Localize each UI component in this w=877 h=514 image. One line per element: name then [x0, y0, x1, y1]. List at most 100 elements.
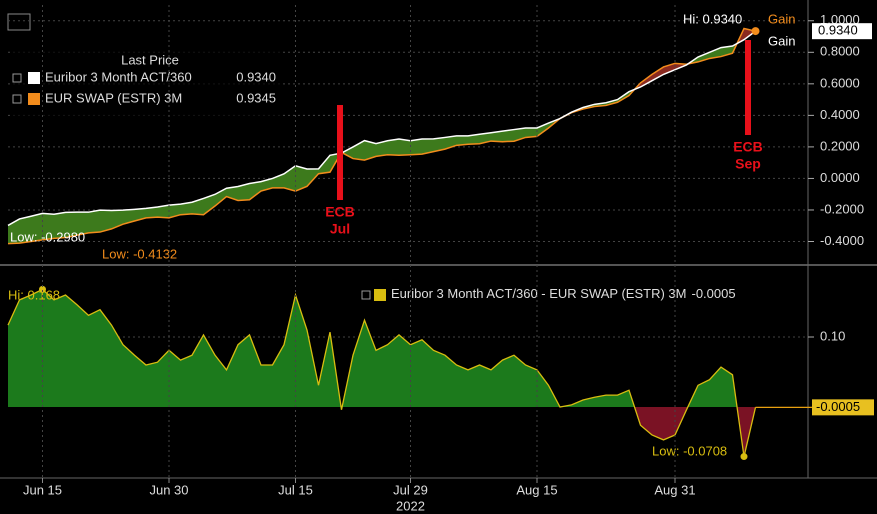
area-fill [261, 365, 273, 407]
area-fill [123, 344, 135, 407]
spread-fill [180, 202, 192, 215]
chart-icon[interactable] [7, 13, 31, 31]
spread-fill [399, 139, 411, 156]
low-marker [740, 453, 748, 461]
area-fill [537, 369, 549, 407]
spread-fill [364, 140, 376, 161]
annotation: Gain [768, 33, 795, 48]
series-line [7, 288, 757, 457]
area-fill [387, 334, 399, 407]
area-fill [134, 355, 146, 407]
legend-expand [12, 94, 22, 104]
spread-fill [709, 47, 721, 59]
area-fill [698, 379, 710, 407]
legend-name: Euribor 3 Month ACT/360 - EUR SWAP (ESTR… [391, 286, 686, 301]
spread-fill [491, 131, 503, 142]
area-fill [652, 407, 664, 440]
spread-fill [422, 138, 434, 155]
area-fill [502, 355, 514, 407]
x-axis-year: 2022 [396, 498, 425, 513]
legend-swatch [374, 289, 386, 301]
area-fill [525, 365, 537, 407]
last-value-box [812, 399, 874, 416]
spread-fill [433, 137, 445, 152]
spread-fill [192, 198, 204, 215]
legend-swatch [28, 72, 40, 84]
legend-swatch [28, 93, 40, 105]
series-line [7, 30, 756, 227]
area-fill [606, 395, 618, 407]
legend-label: Euribor 3 Month ACT/360 [45, 69, 192, 84]
x-tick-label: Jul 29 [393, 482, 428, 497]
area-fill [238, 334, 250, 407]
area-fill [422, 339, 434, 407]
x-tick-label: Aug 15 [516, 482, 557, 497]
spread-fill [640, 74, 652, 87]
spread-fill [307, 168, 319, 187]
y-tick-label: 0.6000 [820, 75, 860, 90]
y-tick-label: 0.10 [820, 328, 845, 343]
spread-fill [261, 178, 273, 192]
spread-fill [376, 140, 388, 157]
area-fill [169, 350, 181, 407]
spread-fill [342, 146, 353, 159]
x-tick-label: Jun 30 [149, 482, 188, 497]
area-fill [721, 367, 733, 407]
area-fill [353, 320, 365, 407]
area-fill [307, 330, 319, 407]
legend-value: -0.0005 [691, 286, 735, 301]
spread-fill [157, 205, 169, 218]
hi-marker [39, 285, 46, 293]
area-fill [19, 295, 31, 407]
area-fill [100, 309, 112, 407]
annotation: Low: -0.0708 [652, 443, 727, 458]
spread-fill [468, 134, 480, 145]
area-fill [318, 332, 330, 407]
last-value-label: -0.0005 [816, 399, 860, 414]
annotation: Hi: 0.9340 [683, 11, 742, 26]
area-fill [180, 355, 192, 407]
area-fill [8, 299, 20, 407]
area-fill [42, 289, 54, 407]
area-fill [111, 325, 123, 407]
spread-fill [42, 213, 54, 240]
spread-fill [65, 212, 77, 238]
x-tick-label: Jul 15 [278, 482, 313, 497]
area-fill [54, 295, 66, 407]
spread-fill [169, 204, 181, 218]
spread-fill [54, 212, 66, 239]
spread-fill [456, 135, 468, 146]
area-fill [226, 344, 238, 407]
series-line [7, 27, 756, 245]
spread-fill [410, 139, 422, 155]
spread-fill [387, 139, 399, 156]
y-tick-label: 0.4000 [820, 107, 860, 122]
spread-fill [502, 129, 514, 142]
area-fill [640, 407, 652, 435]
spread-fill [525, 127, 537, 138]
area-fill [215, 355, 227, 407]
spread-fill [100, 210, 112, 233]
area-fill [594, 395, 606, 407]
spread-fill [77, 212, 89, 236]
legend-value: 0.9340 [236, 69, 276, 84]
legend-expand [361, 290, 371, 300]
legend-title: Last Price [121, 52, 179, 67]
area-fill [77, 304, 89, 407]
x-tick-label: Aug 31 [654, 482, 695, 497]
spread-fill [249, 181, 261, 200]
area-fill [146, 362, 158, 407]
event-label: ECB [325, 204, 355, 220]
area-fill [468, 365, 480, 407]
area-fill [284, 295, 296, 407]
annotation: Low: -0.2980 [10, 229, 85, 244]
spread-fill [88, 210, 100, 233]
event-label: Sep [735, 156, 761, 172]
area-fill [445, 355, 457, 407]
last-value-box [812, 23, 872, 40]
area-fill [65, 295, 77, 407]
spread-fill [318, 155, 330, 174]
annotation: Gain [768, 11, 795, 26]
area-fill [663, 407, 675, 440]
area-fill [410, 339, 422, 407]
